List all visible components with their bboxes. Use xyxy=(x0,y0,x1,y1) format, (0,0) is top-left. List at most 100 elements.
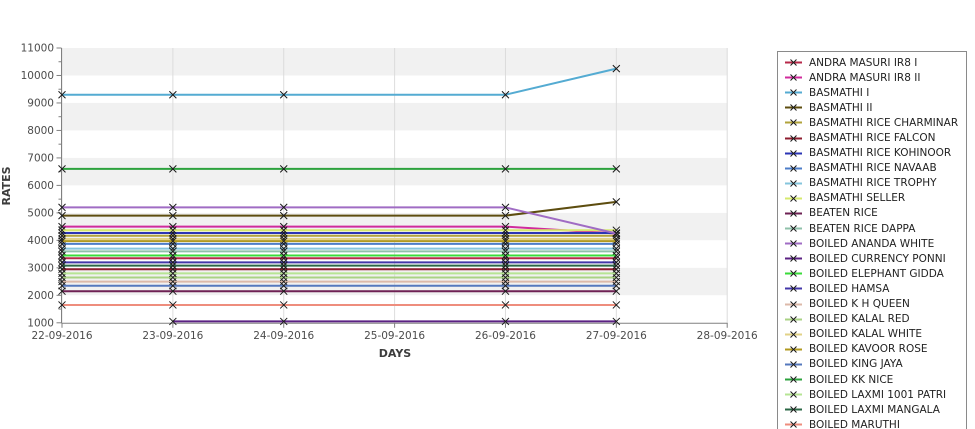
legend-item: BOILED ELEPHANT GIDDA xyxy=(778,266,966,281)
data-point-x-marker xyxy=(169,203,177,212)
y-tick-label: 2000 xyxy=(27,290,54,302)
legend-item: ANDRA MASURI IR8 II xyxy=(778,70,966,85)
data-point-x-marker xyxy=(501,211,510,220)
x-axis-title: DAYS xyxy=(379,347,412,360)
data-point-x-marker xyxy=(169,269,177,278)
data-point-x-marker xyxy=(169,281,177,290)
data-point-x-marker xyxy=(612,261,621,270)
y-tick-label: 7000 xyxy=(27,152,54,164)
legend-item: BASMATHI I xyxy=(778,85,966,100)
legend-series-marker-icon xyxy=(785,285,802,293)
rates-line-chart: 1000 2000 3000 4000 5000 6000 7000 8000 9000 1000… xyxy=(0,43,758,361)
legend-item: BOILED ANANDA WHITE xyxy=(778,236,966,251)
data-point-x-marker xyxy=(501,261,510,270)
data-point-x-marker xyxy=(612,64,621,73)
legend-item: BOILED KK NICE xyxy=(778,372,966,387)
data-point-x-marker xyxy=(612,237,621,246)
data-point-x-marker xyxy=(169,226,177,235)
legend-item: ANDRA MASURI IR8 I xyxy=(778,55,966,70)
y-tick-label: 9000 xyxy=(27,97,54,109)
data-point-x-marker xyxy=(612,251,621,260)
y-tick-label: 5000 xyxy=(27,207,54,219)
legend-item: BEATEN RICE DAPPA xyxy=(778,221,966,236)
data-point-x-marker xyxy=(612,287,621,296)
data-point-x-marker xyxy=(169,287,177,296)
legend-item: BOILED KALAL WHITE xyxy=(778,327,966,342)
legend-series-marker-icon xyxy=(785,119,802,127)
legend-series-marker-icon xyxy=(785,270,802,278)
legend-series-marker-icon xyxy=(785,195,802,202)
y-tick-label: 1000 xyxy=(27,317,54,329)
y-tick-label: 8000 xyxy=(27,125,54,137)
legend-series-marker-icon xyxy=(785,74,802,81)
legend-series-marker-icon xyxy=(785,300,802,308)
legend-item-label: BASMATHI SELLER xyxy=(809,192,906,205)
legend-item: BOILED HAMSA xyxy=(778,281,966,296)
legend-item-label: BOILED ELEPHANT GIDDA xyxy=(809,267,944,280)
legend-item: BASMATHI II xyxy=(778,100,966,115)
legend-item-label: BASMATHI RICE NAVAAB xyxy=(809,162,937,175)
legend-series-marker-icon xyxy=(785,179,802,187)
legend-item-label: ANDRA MASURI IR8 II xyxy=(809,71,921,84)
legend-series-marker-icon xyxy=(785,391,802,398)
legend-item-label: BASMATHI RICE FALCON xyxy=(809,132,936,145)
y-tick-label: 6000 xyxy=(27,180,54,192)
legend-series-marker-icon xyxy=(785,164,802,172)
data-point-x-marker xyxy=(169,317,177,326)
data-point-x-marker xyxy=(279,237,288,246)
data-point-x-marker xyxy=(501,237,510,246)
data-point-x-marker xyxy=(169,237,177,246)
legend-series-marker-icon xyxy=(785,225,802,232)
legend-item-label: BOILED K H QUEEN xyxy=(809,298,910,311)
data-point-x-marker xyxy=(279,222,288,231)
data-point-x-marker xyxy=(501,203,510,212)
legend-item: BOILED LAXMI MANGALA xyxy=(778,402,966,417)
legend-item-label: BOILED ANANDA WHITE xyxy=(809,237,935,250)
legend: ANDRA MASURI IR8 I ANDRA MASURI IR8 II BAS… xyxy=(777,51,967,429)
x-tick-label: 27-09-2016 xyxy=(586,330,647,342)
legend-item: BASMATHI RICE CHARMINAR xyxy=(778,115,966,130)
data-point-x-marker xyxy=(279,269,288,278)
y-tick-label: 3000 xyxy=(27,262,54,274)
data-point-x-marker xyxy=(279,317,288,326)
y-tick-label: 4000 xyxy=(27,235,54,247)
data-point-x-marker xyxy=(501,222,510,231)
data-point-x-marker xyxy=(58,237,66,246)
data-point-x-marker xyxy=(169,90,177,99)
data-point-x-marker xyxy=(169,211,177,220)
data-point-x-marker xyxy=(501,301,510,309)
legend-item-label: BOILED KING JAYA xyxy=(809,358,903,371)
data-point-x-marker xyxy=(58,222,66,231)
legend-series-marker-icon xyxy=(785,345,802,353)
x-tick-label: 28-09-2016 xyxy=(697,330,758,342)
data-point-x-marker xyxy=(279,261,288,270)
legend-item-label: BEATEN RICE DAPPA xyxy=(809,222,916,235)
legend-item: BOILED CURRENCY PONNI xyxy=(778,251,966,266)
legend-series-marker-icon xyxy=(785,406,802,414)
data-point-x-marker xyxy=(58,211,66,220)
data-point-x-marker xyxy=(501,165,510,173)
data-point-x-marker xyxy=(169,261,177,270)
data-point-x-marker xyxy=(279,211,288,220)
legend-item-label: BOILED KK NICE xyxy=(809,373,894,386)
legend-item-label: BOILED MARUTHI xyxy=(809,418,900,429)
data-point-x-marker xyxy=(612,198,621,206)
x-tick-label: 23-09-2016 xyxy=(142,330,203,342)
data-point-x-marker xyxy=(58,261,66,270)
y-axis-title: RATES xyxy=(0,166,13,205)
data-point-x-marker xyxy=(58,226,66,235)
legend-item: BASMATHI SELLER xyxy=(778,191,966,206)
x-tick-label: 24-09-2016 xyxy=(253,330,314,342)
legend-item-label: ANDRA MASURI IR8 I xyxy=(809,56,918,69)
legend-item: BOILED K H QUEEN xyxy=(778,297,966,312)
legend-item-label: BOILED CURRENCY PONNI xyxy=(809,252,946,265)
legend-series-marker-icon xyxy=(785,59,802,66)
legend-item-label: BOILED LAXMI MANGALA xyxy=(809,403,940,416)
data-point-x-marker xyxy=(169,165,177,173)
legend-item: BOILED KALAL RED xyxy=(778,312,966,327)
data-point-x-marker xyxy=(612,229,621,238)
data-point-x-marker xyxy=(58,287,66,296)
legend-item-label: BASMATHI RICE TROPHY xyxy=(809,177,937,190)
legend-item: BASMATHI RICE NAVAAB xyxy=(778,161,966,176)
data-point-x-marker xyxy=(501,317,510,326)
